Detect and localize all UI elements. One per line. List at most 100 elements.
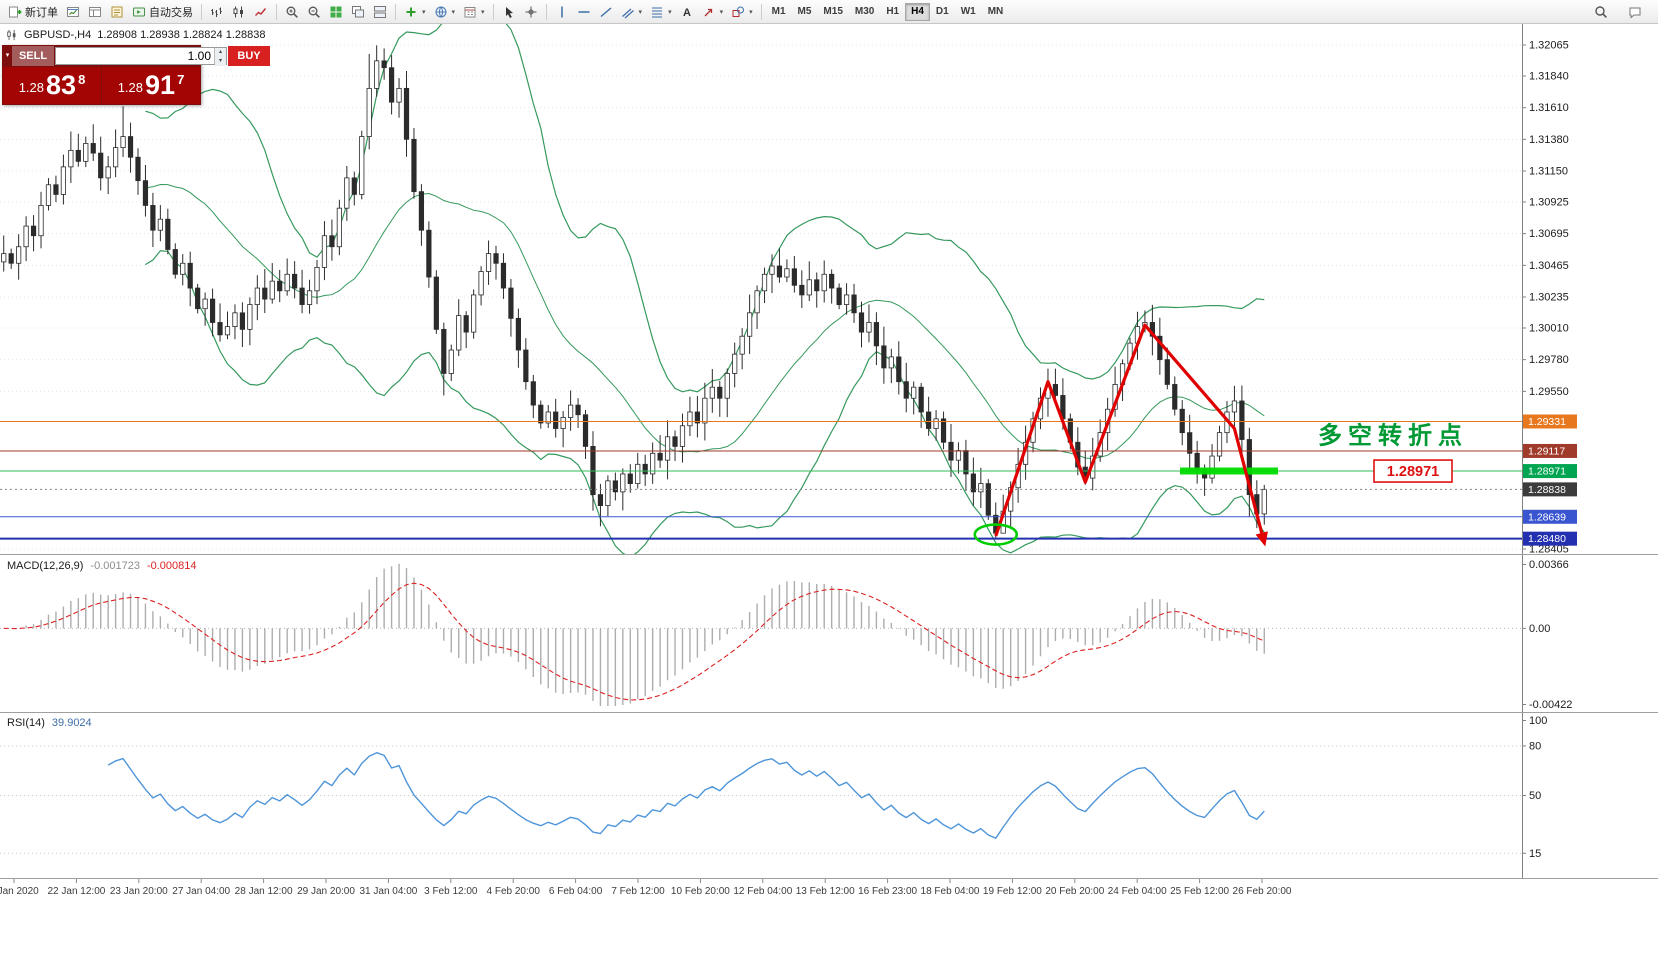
price-tag: 1.29331: [1523, 414, 1577, 429]
price-axis[interactable]: 1.32065 1.31840 1.31610 1.31380 1.31150 1.309…: [1522, 24, 1577, 879]
note-text-annotation[interactable]: 多空转折点: [1318, 422, 1468, 450]
text-button[interactable]: A: [676, 2, 698, 22]
chart-window-button[interactable]: [62, 2, 84, 22]
fibonacci-button[interactable]: ▾: [646, 2, 676, 22]
volume-down-icon[interactable]: ▾: [215, 57, 226, 66]
trend-arrow-annotation[interactable]: [994, 323, 1268, 547]
sell-price-button[interactable]: 1.28 83 8: [3, 67, 101, 104]
candles-chart-button[interactable]: [228, 2, 250, 22]
vline-button[interactable]: [551, 2, 573, 22]
svg-text:1.30235: 1.30235: [1529, 292, 1569, 304]
timeframe-w1-button[interactable]: W1: [955, 3, 982, 21]
profile-icon: [89, 6, 101, 17]
svg-text:A: A: [683, 7, 691, 19]
volume-up-icon[interactable]: ▴: [215, 48, 226, 57]
channel-button[interactable]: ▾: [617, 2, 647, 22]
svg-text:1.28838: 1.28838: [1528, 484, 1566, 496]
toolbar-separator: [201, 3, 202, 20]
price-tag: 1.28971: [1523, 464, 1577, 479]
template-icon: [111, 6, 123, 17]
arrows-button[interactable]: ▾: [698, 2, 728, 22]
collapse-icon[interactable]: ▾: [5, 52, 10, 59]
templates-button[interactable]: ▾: [459, 2, 489, 22]
autotrade-button[interactable]: 自动交易: [128, 2, 197, 22]
calendar-icon: [464, 6, 476, 17]
timeframe-h1-button[interactable]: H1: [880, 3, 905, 21]
volume-stepper: ▴ ▾: [55, 47, 227, 66]
time-axis[interactable]: 8 Jan 2020 22 Jan 12:00 23 Jan 20:00 27 Jan…: [0, 879, 1292, 897]
shapes-button[interactable]: ▾: [727, 2, 757, 22]
autotrade-button-label: 自动交易: [149, 6, 193, 19]
svg-text:22 Jan 12:00: 22 Jan 12:00: [47, 886, 105, 897]
trendline-button[interactable]: [595, 2, 617, 22]
zoom-in-icon: [286, 6, 298, 18]
cascade-windows-button[interactable]: [347, 2, 369, 22]
timeframe-h4-button[interactable]: H4: [905, 2, 930, 21]
rsi-panel: [0, 745, 1522, 854]
svg-text:1.30695: 1.30695: [1529, 228, 1569, 240]
tile-windows-button[interactable]: [325, 2, 347, 22]
timeframe-mn-button[interactable]: MN: [982, 3, 1010, 21]
svg-text:4 Feb 20:00: 4 Feb 20:00: [487, 886, 541, 897]
line-chart-button[interactable]: [250, 2, 272, 22]
svg-text:16 Feb 23:00: 16 Feb 23:00: [858, 886, 917, 897]
chart-plot[interactable]: 1.32065 1.31840 1.31610 1.31380 1.31150 1.309…: [0, 24, 1658, 955]
toolbar-separator: [760, 3, 762, 20]
svg-text:1.31840: 1.31840: [1529, 70, 1569, 82]
one-click-trading-panel: ▾ SELL ▴ ▾ BUY 1.28 83 8 1.28 91 7: [2, 45, 270, 105]
chevron-down-icon[interactable]: ▾: [638, 8, 643, 16]
search-icon: [1595, 5, 1607, 18]
chevron-down-icon[interactable]: ▾: [719, 8, 724, 16]
toolbar-separator: [395, 3, 396, 20]
buy-button[interactable]: BUY: [228, 46, 270, 66]
chevron-down-icon[interactable]: ▾: [668, 8, 672, 16]
price-label-box[interactable]: 1.28971: [1373, 459, 1453, 483]
timeframe-d1-button[interactable]: D1: [930, 3, 955, 21]
horizontal-levels[interactable]: [0, 420, 1522, 540]
cascade-windows-icon: [352, 5, 364, 17]
svg-text:23 Jan 20:00: 23 Jan 20:00: [110, 886, 168, 897]
chevron-down-icon[interactable]: ▾: [749, 8, 753, 16]
svg-text:1.28405: 1.28405: [1529, 544, 1569, 556]
search-button[interactable]: [1590, 2, 1612, 22]
svg-text:1.28971: 1.28971: [1387, 464, 1439, 480]
chat-button[interactable]: [1624, 2, 1646, 22]
sell-button[interactable]: SELL: [12, 46, 54, 66]
ellipse-annotation[interactable]: [973, 523, 1019, 546]
chevron-down-icon[interactable]: ▾: [422, 8, 426, 16]
svg-text:1.29780: 1.29780: [1529, 354, 1569, 366]
symbols-button[interactable]: ▾: [430, 2, 460, 22]
volume-input[interactable]: [56, 48, 214, 64]
chart-canvas[interactable]: 1.32065 1.31840 1.31610 1.31380 1.31150 1.309…: [0, 24, 1658, 950]
svg-text:19 Feb 12:00: 19 Feb 12:00: [983, 886, 1042, 897]
timeframe-m5-button[interactable]: M5: [792, 3, 818, 21]
chevron-down-icon[interactable]: ▾: [451, 8, 456, 16]
rsi-label: RSI(14) 39.9024: [7, 717, 92, 729]
timeframe-m15-button[interactable]: M15: [817, 3, 848, 21]
svg-text:80: 80: [1529, 741, 1541, 753]
zoom-in-button[interactable]: [281, 2, 303, 22]
shapes-icon: [732, 6, 745, 17]
chevron-down-icon[interactable]: ▾: [481, 8, 485, 16]
trendline-icon: [600, 6, 612, 17]
timeframe-m1-button[interactable]: M1: [766, 3, 792, 21]
bars-chart-button[interactable]: [206, 2, 228, 22]
new-order-button[interactable]: 新订单: [4, 2, 62, 22]
arrange-windows-button[interactable]: [369, 2, 391, 22]
zoom-out-button[interactable]: [303, 2, 325, 22]
add-indicator-button[interactable]: ▾: [400, 2, 430, 22]
navigator-button[interactable]: [106, 2, 128, 22]
svg-text:27 Jan 04:00: 27 Jan 04:00: [172, 886, 230, 897]
cursor-button[interactable]: [498, 2, 520, 22]
price-tag: 1.28480: [1523, 531, 1577, 546]
crosshair-button[interactable]: [520, 2, 542, 22]
svg-text:15: 15: [1529, 848, 1541, 860]
svg-text:18 Feb 04:00: 18 Feb 04:00: [921, 886, 980, 897]
symbol-timeframe-label: GBPUSD-,H4: [24, 29, 92, 41]
buy-price-button[interactable]: 1.28 91 7: [102, 67, 200, 104]
svg-text:1.28480: 1.28480: [1528, 533, 1566, 545]
timeframe-m30-button[interactable]: M30: [849, 3, 880, 21]
fibo-icon: [652, 7, 663, 17]
market-watch-button[interactable]: [84, 2, 106, 22]
hline-button[interactable]: [573, 2, 595, 22]
